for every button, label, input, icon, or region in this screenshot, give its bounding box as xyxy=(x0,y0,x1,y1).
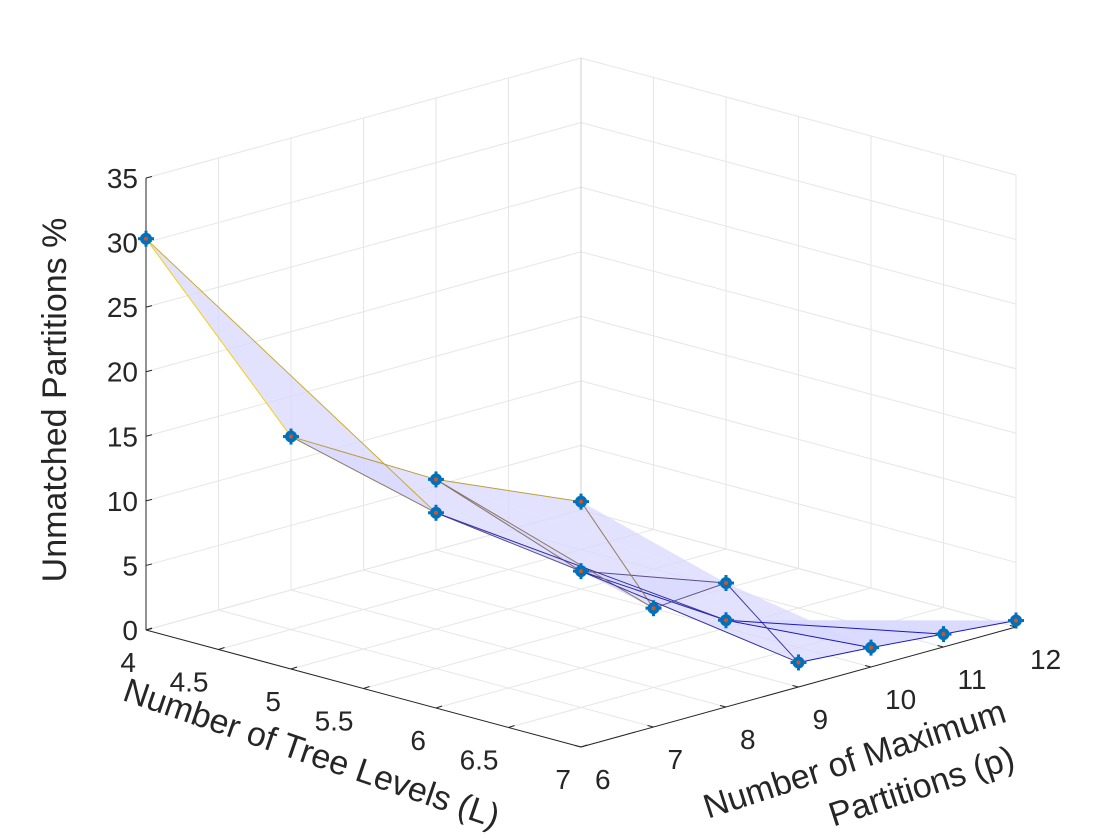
mesh-line xyxy=(145,238,292,437)
surface-patch xyxy=(726,620,871,663)
z-tick-label: 5 xyxy=(122,550,138,581)
mesh-line xyxy=(580,570,727,584)
data-point-center xyxy=(579,499,583,504)
y-tick-label: 9 xyxy=(813,704,829,735)
x-tick xyxy=(508,725,515,728)
data-point-center xyxy=(941,632,946,637)
x-tick-label: 5.5 xyxy=(315,706,354,737)
x-tick xyxy=(145,627,153,631)
mesh-line xyxy=(290,436,437,514)
x-tick-label: 7 xyxy=(555,764,571,795)
z-tick xyxy=(145,563,153,566)
data-point xyxy=(935,626,952,643)
x-tick xyxy=(435,705,443,709)
data-point xyxy=(573,493,589,510)
data-point xyxy=(283,428,299,445)
data-point-center xyxy=(869,645,873,650)
z-tick xyxy=(145,369,153,373)
y-gridline xyxy=(363,118,799,688)
mesh-line xyxy=(798,647,872,663)
z-tick-label: 35 xyxy=(107,163,138,194)
x-tick-label: 4 xyxy=(120,647,136,678)
y-gridline xyxy=(290,138,727,708)
y-tick xyxy=(792,685,799,688)
data-point-center xyxy=(289,434,293,439)
z-tick-label: 10 xyxy=(107,486,138,517)
z-tick xyxy=(145,176,153,179)
surface-patch xyxy=(436,479,726,584)
z-axis-title: Unmatched Partitions % xyxy=(36,218,74,583)
data-point-center xyxy=(434,510,438,515)
x-tick xyxy=(363,686,370,689)
y-tick-label: 7 xyxy=(668,744,684,775)
z-tick xyxy=(145,498,153,502)
data-point xyxy=(138,230,154,247)
x-tick xyxy=(290,666,298,670)
z-tick xyxy=(145,305,153,308)
data-point-center xyxy=(579,569,583,574)
z-tick-label: 20 xyxy=(107,357,138,388)
x-tick-label: 4.5 xyxy=(170,667,209,698)
mesh-line xyxy=(653,582,727,609)
y-tick-label: 8 xyxy=(740,724,756,755)
y-tick-label: 6 xyxy=(595,764,611,795)
y-tick-label: 12 xyxy=(1030,644,1061,675)
y-tick xyxy=(574,745,582,748)
x-tick-label: 6 xyxy=(410,725,426,756)
data-point-center xyxy=(144,236,148,241)
data-point-center xyxy=(1014,618,1018,623)
x-axis-title: Number of Tree Levels (L) xyxy=(119,671,505,836)
data-point xyxy=(718,612,734,629)
data-point xyxy=(573,563,589,580)
mesh-line xyxy=(943,620,1017,635)
mesh-line xyxy=(435,512,582,572)
z-tick-label: 15 xyxy=(107,421,138,452)
y-tick xyxy=(647,725,654,728)
data-point-center xyxy=(434,477,438,482)
data-point xyxy=(428,504,444,521)
axes xyxy=(145,176,1017,748)
y-tick xyxy=(937,645,944,648)
z-tick-label: 25 xyxy=(107,292,138,323)
data-point-center xyxy=(796,660,801,665)
x-tick xyxy=(218,647,225,650)
surface-patch xyxy=(436,479,726,584)
y-tick-label: 10 xyxy=(885,684,916,715)
z-tick xyxy=(145,434,153,437)
mesh-line xyxy=(725,619,872,649)
data-point-center xyxy=(724,618,728,623)
data-point xyxy=(1008,612,1024,629)
x-tick-label: 6.5 xyxy=(460,745,499,776)
data-point-center xyxy=(651,606,656,611)
surface-patch xyxy=(291,436,581,572)
data-point xyxy=(718,575,734,592)
mesh-line xyxy=(725,619,944,635)
mesh-line xyxy=(145,238,437,514)
x-tick-label: 5 xyxy=(265,686,281,717)
mesh-line xyxy=(435,478,582,572)
data-point-center xyxy=(724,581,728,586)
mesh-line xyxy=(435,478,582,503)
z-tick-label: 0 xyxy=(122,615,138,646)
mesh-line xyxy=(290,436,437,480)
data-point xyxy=(645,600,662,617)
data-point xyxy=(863,639,879,656)
y-tick xyxy=(864,665,872,668)
mesh-lines xyxy=(145,238,1017,663)
data-point xyxy=(428,471,444,488)
mesh-line xyxy=(870,633,944,649)
grid-lines xyxy=(145,57,1017,748)
y-tick-label: 11 xyxy=(958,664,987,695)
surface-patch xyxy=(726,620,944,648)
data-markers xyxy=(138,230,1024,671)
data-point xyxy=(790,654,807,671)
mesh-line xyxy=(580,570,799,663)
mesh-line xyxy=(580,501,654,609)
z-tick-label: 30 xyxy=(107,228,138,259)
y-tick xyxy=(719,705,727,708)
x-tick xyxy=(580,744,588,748)
